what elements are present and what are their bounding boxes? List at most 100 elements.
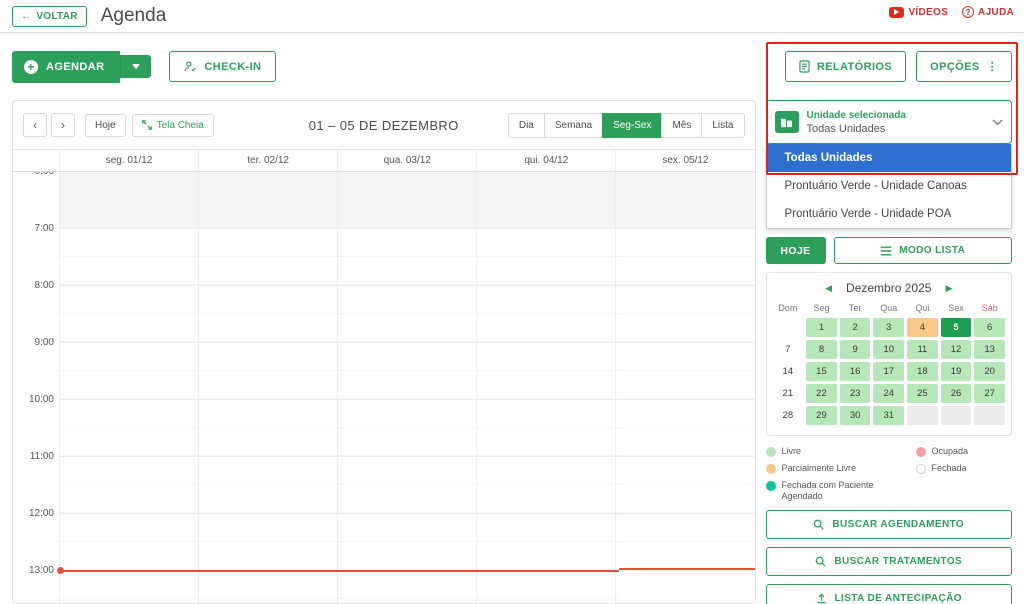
hour-row[interactable]: 10:00 — [13, 394, 755, 457]
schedule-dropdown-button[interactable] — [120, 55, 152, 78]
slot-cell[interactable] — [338, 172, 478, 229]
slot-cell[interactable] — [60, 286, 200, 343]
options-button[interactable]: OPÇÕES ⋮ — [916, 51, 1012, 82]
mini-day[interactable]: 19 — [940, 362, 972, 381]
slot-cell[interactable] — [616, 172, 755, 229]
mini-day[interactable]: 3 — [873, 318, 905, 337]
mini-day[interactable]: 9 — [839, 340, 871, 359]
mini-day[interactable]: 7 — [785, 344, 791, 355]
mini-day-today[interactable]: 5 — [940, 318, 972, 337]
slot-cell[interactable] — [60, 343, 200, 400]
slot-cell[interactable] — [60, 457, 200, 514]
today-chip[interactable]: Hoje — [85, 113, 126, 137]
hour-row[interactable]: 8:00 — [13, 280, 755, 343]
next-period-button[interactable]: › — [51, 113, 75, 137]
slot-cell[interactable] — [477, 457, 617, 514]
slot-cell[interactable] — [338, 286, 478, 343]
slot-cell[interactable] — [477, 172, 617, 229]
mini-day[interactable]: 17 — [873, 362, 905, 381]
slot-cell[interactable] — [616, 457, 755, 514]
hour-row[interactable]: 11:00 — [13, 451, 755, 514]
videos-link[interactable]: VÍDEOS — [889, 6, 948, 18]
slot-cell[interactable] — [199, 571, 339, 603]
prev-period-button[interactable]: ‹ — [23, 113, 47, 137]
slot-cell[interactable] — [616, 229, 755, 286]
schedule-button[interactable]: + AGENDAR — [12, 50, 121, 83]
day-header-wed[interactable]: qua. 03/12 — [338, 150, 478, 171]
mini-day[interactable]: 15 — [806, 362, 837, 381]
slot-cell[interactable] — [60, 400, 200, 457]
slot-cell[interactable] — [60, 571, 200, 603]
unit-option-canoas[interactable]: Prontuário Verde - Unidade Canoas — [784, 180, 967, 192]
mini-day[interactable]: 16 — [839, 362, 871, 381]
checkin-button[interactable]: CHECK-IN — [169, 51, 277, 82]
fullscreen-chip[interactable]: Tela Cheia — [131, 113, 214, 137]
mini-day[interactable]: 4 — [907, 318, 938, 337]
slot-cell[interactable] — [616, 514, 755, 571]
slot-cell[interactable] — [616, 286, 755, 343]
anticipation-list-button[interactable]: LISTA DE ANTECIPAÇÃO — [765, 584, 1012, 604]
mini-day[interactable]: 13 — [974, 340, 1005, 359]
hour-row[interactable]: 7:00 — [13, 223, 755, 286]
hour-row[interactable]: 12:00 — [13, 508, 755, 571]
slot-cell[interactable] — [60, 172, 200, 229]
view-mes[interactable]: Mês — [661, 112, 702, 138]
hour-row[interactable]: 9:00 — [13, 337, 755, 400]
slot-cell[interactable] — [199, 457, 339, 514]
slot-cell[interactable] — [616, 400, 755, 457]
mini-day[interactable]: 20 — [974, 362, 1005, 381]
list-mode-button[interactable]: MODO LISTA — [833, 237, 1012, 264]
slot-cell[interactable] — [338, 457, 478, 514]
view-semana[interactable]: Semana — [543, 112, 603, 138]
unit-option-poa[interactable]: Prontuário Verde - Unidade POA — [784, 208, 952, 220]
slot-cell[interactable] — [338, 400, 478, 457]
slot-cell[interactable] — [199, 172, 339, 229]
mini-day[interactable]: 2 — [839, 318, 871, 337]
mini-day[interactable]: 6 — [974, 318, 1005, 337]
mini-day[interactable]: 8 — [806, 340, 837, 359]
mini-day[interactable]: 22 — [806, 384, 837, 403]
slot-cell[interactable] — [199, 229, 339, 286]
unit-dropdown-list[interactable]: Todas Unidades Prontuário Verde - Unidad… — [765, 144, 1012, 229]
slot-cell[interactable] — [477, 400, 617, 457]
mini-day[interactable]: 27 — [974, 384, 1005, 403]
slot-cell[interactable] — [199, 286, 339, 343]
slot-cell[interactable] — [477, 343, 617, 400]
mini-day[interactable]: 24 — [873, 384, 905, 403]
mini-next-month-button[interactable]: ▶ — [945, 282, 953, 293]
slot-cell[interactable] — [477, 571, 617, 603]
day-header-thu[interactable]: qui. 04/12 — [477, 150, 617, 171]
mini-day[interactable]: 28 — [782, 410, 794, 421]
slot-cell[interactable] — [338, 343, 478, 400]
mini-day[interactable]: 21 — [782, 388, 794, 399]
mini-day[interactable]: 1 — [806, 318, 837, 337]
mini-day[interactable]: 31 — [873, 406, 905, 425]
back-button[interactable]: ← VOLTAR — [12, 5, 87, 27]
reports-button[interactable]: RELATÓRIOS — [784, 51, 907, 82]
slot-cell[interactable] — [338, 571, 478, 603]
slot-cell[interactable] — [477, 229, 617, 286]
day-header-mon[interactable]: seg. 01/12 — [60, 150, 200, 171]
day-header-tue[interactable]: ter. 02/12 — [199, 150, 339, 171]
view-dia[interactable]: Dia — [507, 112, 544, 138]
mini-day[interactable]: 11 — [907, 340, 938, 359]
slot-cell[interactable] — [60, 514, 200, 571]
mini-day[interactable]: 23 — [839, 384, 871, 403]
view-lista[interactable]: Lista — [701, 112, 745, 138]
slot-cell[interactable] — [60, 229, 200, 286]
mini-day[interactable]: 10 — [873, 340, 905, 359]
unit-option-todas[interactable]: Todas Unidades — [766, 144, 1011, 172]
mini-day[interactable]: 30 — [839, 406, 871, 425]
view-seg-sex[interactable]: Seg-Sex — [602, 112, 662, 138]
mini-day[interactable]: 26 — [940, 384, 972, 403]
event-block[interactable] — [619, 568, 755, 602]
slot-cell[interactable] — [199, 343, 339, 400]
mini-day[interactable]: 12 — [940, 340, 972, 359]
slot-cell[interactable] — [477, 286, 617, 343]
mini-day[interactable]: 29 — [806, 406, 837, 425]
help-link[interactable]: ? AJUDA — [962, 6, 1014, 18]
hour-row[interactable]: 6:00 — [13, 172, 755, 229]
side-today-button[interactable]: HOJE — [765, 237, 826, 264]
slot-cell[interactable] — [338, 229, 478, 286]
day-header-fri[interactable]: sex. 05/12 — [662, 155, 709, 166]
